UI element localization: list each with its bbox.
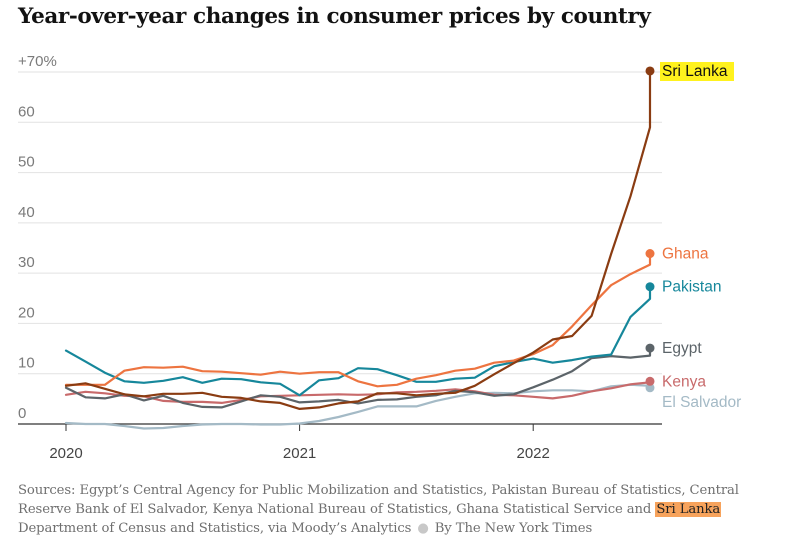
x-tick-label: 2021	[283, 445, 316, 462]
series-end-dot-el-salvador	[645, 383, 655, 393]
source-highlight: Sri Lanka	[655, 502, 722, 517]
series-label-pakistan: Pakistan	[662, 279, 721, 296]
y-tick-label: 30	[18, 254, 35, 271]
series-end-dot-egypt	[645, 343, 655, 353]
y-tick-label: 50	[18, 154, 35, 171]
y-tick-label: 10	[18, 355, 35, 372]
series-label-egypt: Egypt	[662, 340, 702, 357]
series-end-dot-ghana	[645, 249, 655, 259]
series-label-ghana: Ghana	[662, 246, 709, 263]
series-end-dot-kenya	[645, 376, 655, 386]
series-line-sri-lanka	[64, 69, 652, 410]
series-line-pakistan	[64, 285, 652, 397]
y-tick-label: +70%	[18, 53, 57, 70]
y-tick-label: 40	[18, 204, 35, 221]
x-tick-label: 2022	[517, 445, 550, 462]
separator-dot-icon: ●	[417, 521, 429, 536]
series-label-kenya: Kenya	[662, 373, 706, 390]
y-tick-label: 20	[18, 304, 35, 321]
series-label-el-salvador: El Salvador	[662, 394, 741, 411]
series-line-ghana	[64, 252, 652, 388]
series-end-dot-sri-lanka	[645, 66, 655, 76]
y-tick-label: 0	[18, 405, 26, 422]
series-label-sri-lanka: Sri Lanka	[662, 63, 728, 80]
x-tick-label: 2020	[49, 445, 82, 462]
source-text-after: Department of Census and Statistics, via…	[18, 521, 412, 536]
y-tick-label: 60	[18, 103, 35, 120]
series-end-dot-pakistan	[645, 282, 655, 292]
label-highlight	[660, 61, 734, 81]
line-chart: 0 10 20 30 40 50 60 +70% 2020 2021 2022 El Salvador…	[18, 53, 741, 462]
source-text: Sources: Egypt’s Central Agency for Publ…	[18, 483, 739, 517]
source-note: Sources: Egypt’s Central Agency for Publ…	[18, 481, 783, 538]
series-line-kenya	[64, 380, 652, 404]
credit-text: By The New York Times	[434, 521, 593, 536]
series-line-el-salvador	[64, 383, 652, 430]
chart-title: Year-over-year changes in consumer price…	[18, 4, 651, 29]
series-line-egypt	[64, 347, 652, 409]
